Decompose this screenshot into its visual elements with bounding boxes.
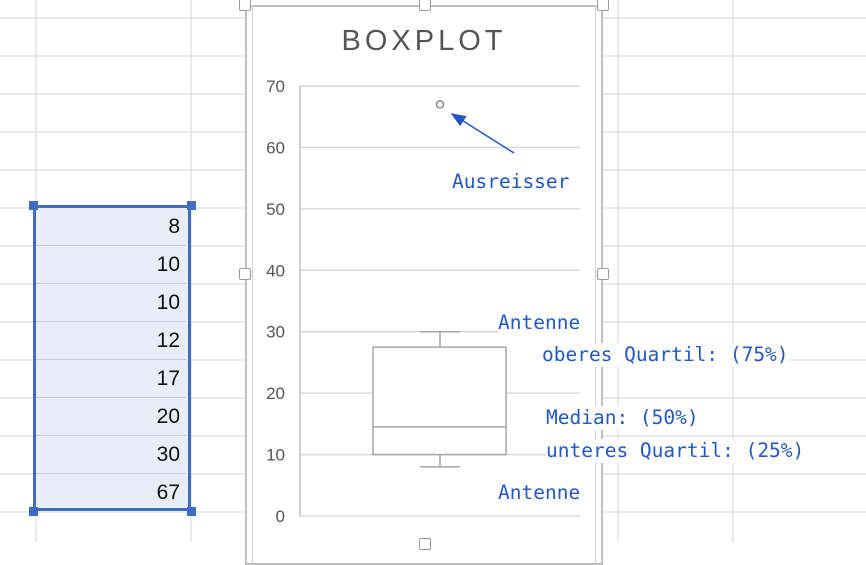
outlier-note: Ausreisser <box>452 170 570 194</box>
antenna-top-note: Antenne <box>498 311 581 335</box>
chart-title: BOXPLOT <box>341 25 507 57</box>
y-tick-label: 30 <box>266 323 285 342</box>
iqr-box <box>372 346 507 456</box>
chart-handle-top-middle[interactable] <box>419 0 431 11</box>
arrow <box>450 113 515 154</box>
data-cell[interactable]: 10 <box>36 246 186 284</box>
data-cell[interactable]: 12 <box>36 322 186 360</box>
outlier-arrow <box>450 113 515 154</box>
outlier-point <box>435 100 445 109</box>
data-cell[interactable]: 20 <box>36 398 186 436</box>
y-tick-label: 70 <box>266 77 285 96</box>
data-cell[interactable]: 8 <box>36 208 186 246</box>
median-note: Median: (50%) <box>546 406 699 430</box>
y-tick-label: 40 <box>266 261 285 280</box>
selection-handle-top-left[interactable] <box>29 201 38 210</box>
y-tick-label: 50 <box>266 200 285 219</box>
selected-range[interactable] <box>33 205 191 511</box>
chart-plot-frame <box>252 5 596 565</box>
chart-handle-middle-left[interactable] <box>239 268 251 280</box>
boxplot-chart: 0 10 20 30 40 50 60 70 <box>266 77 580 526</box>
y-tick-label: 10 <box>266 446 285 465</box>
lower-quartile-note: unteres Quartil: (25%) <box>546 439 805 463</box>
y-tick-label: 60 <box>266 138 285 157</box>
selection-handle-bottom-right[interactable] <box>187 507 196 516</box>
y-tick-label: 20 <box>266 384 285 403</box>
chart-frame[interactable] <box>245 5 603 565</box>
data-cell[interactable]: 17 <box>36 360 186 398</box>
selection-handle-bottom-left[interactable] <box>29 507 38 516</box>
selection-handle-top-right[interactable] <box>187 201 196 210</box>
chart-handle-top-left[interactable] <box>239 0 251 11</box>
data-cell[interactable]: 30 <box>36 436 186 474</box>
antenna-bottom-note: Antenne <box>498 481 581 505</box>
chart-handle-middle-right[interactable] <box>597 268 609 280</box>
data-cell[interactable]: 67 <box>156 481 180 504</box>
chart-handle-top-right[interactable] <box>597 0 609 11</box>
upper-quartile-note: oberes Quartil: (75%) <box>542 343 789 367</box>
y-tick-label: 0 <box>276 507 285 526</box>
data-cell[interactable]: 10 <box>36 284 186 322</box>
